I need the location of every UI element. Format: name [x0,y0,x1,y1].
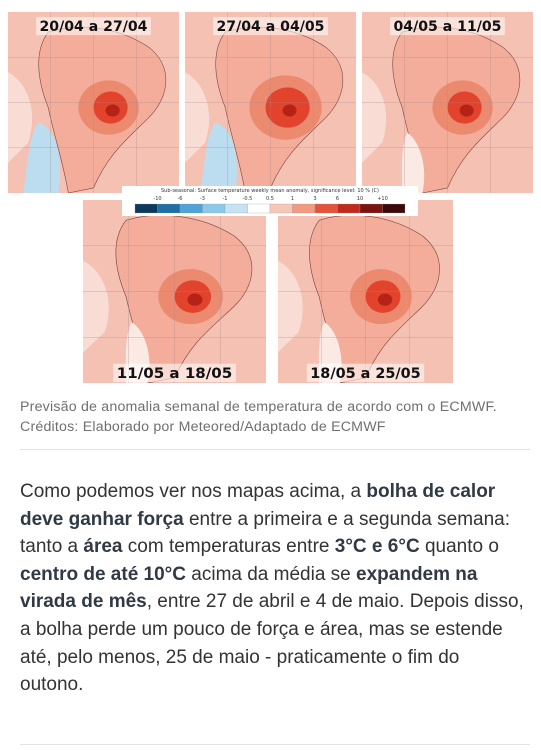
core-anomaly [187,293,203,306]
colorbar-tick-label: +10 [377,196,388,202]
colorbar-swatch [202,203,226,214]
colorbar-tick-label: -10 [153,196,161,202]
map-label: 04/05 a 11/05 [394,19,502,35]
colorbar-swatch [179,203,203,214]
colorbar-swatch [292,203,316,214]
core-anomaly [377,293,393,306]
label-backdrop [390,17,505,36]
article-paragraph: Como podemos ver nos mapas acima, a bolh… [20,478,525,699]
map-label: 27/04 a 04/05 [217,19,325,35]
text-run: entre a primeira e a segunda semana: tan… [20,508,511,558]
colorbar-swatch [157,203,181,214]
divider [20,449,530,450]
colorbar-title: Sub-seasonal: Surface temperature weekly… [161,188,379,194]
colorbar-swatch [314,203,338,214]
text-run: quanto o [419,536,499,558]
map-label: 18/05 a 25/05 [310,366,420,382]
anomaly-map: 18/05 a 25/05 [278,200,453,383]
divider [20,744,530,745]
anomaly-map: 11/05 a 18/05 [83,200,266,383]
label-backdrop [306,363,425,382]
colorbar-tick-label: 6 [336,196,339,202]
bold-text: expandem na virada de mês [20,563,478,613]
label-backdrop [113,363,236,382]
colorbar-tick-label: -6 [178,196,183,202]
ocean-patch [8,72,33,163]
colorbar-swatch [382,203,406,214]
label-backdrop [36,17,151,36]
colorbar-tick-label: 10 [357,196,363,202]
bold-text: centro de até 10°C [20,563,186,585]
colorbar-swatch [134,203,158,214]
colorbar-tick-label: 1 [291,196,294,202]
colorbar-swatch [359,203,383,214]
caption: Previsão de anomalia semanal de temperat… [20,399,497,435]
colorbar-swatch [247,203,271,214]
colorbar-swatch [224,203,248,214]
core-anomaly [459,104,474,117]
colorbar-tick-label: 3 [313,196,316,202]
text-run: Como podemos ver nos mapas acima, a [20,481,367,502]
core-anomaly [282,104,297,117]
anomaly-map: 27/04 a 04/05 [185,12,356,193]
label-backdrop [213,17,328,36]
colorbar: Sub-seasonal: Surface temperature weekly… [122,186,418,216]
bold-text: bolha de calor deve ganhar força [20,481,496,530]
map-label: 20/04 a 27/04 [40,19,148,35]
core-anomaly [105,104,120,117]
colorbar-swatch [337,203,361,214]
colorbar-tick-label: -1 [223,196,228,202]
colorbar-swatch [269,203,293,214]
ocean-patch [362,72,387,163]
ocean-patch [278,261,303,353]
text-run: , entre 27 de abril e 4 de maio. Depois … [20,591,524,696]
colorbar-tick-label: 0.5 [266,196,274,202]
colorbar-tick-label: -0.5 [243,196,253,202]
ocean-patch [185,72,210,163]
ocean-patch [83,261,109,353]
text-run: com temperaturas entre [122,536,335,558]
map-label: 11/05 a 18/05 [117,365,232,382]
anomaly-map: 04/05 a 11/05 [362,12,533,193]
anomaly-map: 20/04 a 27/04 [8,12,179,193]
colorbar-tick-label: -3 [200,196,205,202]
bold-text: 3°C e 6°C [334,536,420,558]
text-run: acima da média se [186,563,357,585]
bold-text: área [83,536,123,558]
